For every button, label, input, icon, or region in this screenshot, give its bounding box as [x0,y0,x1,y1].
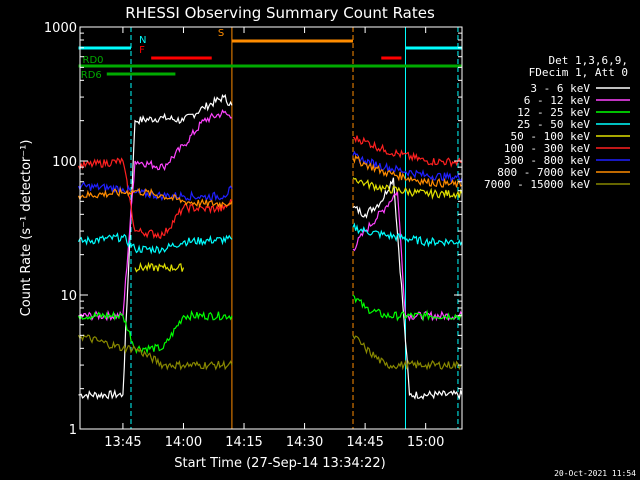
chart-title: RHESSI Observing Summary Count Rates [125,4,435,22]
legend-label-25-50-kev: 25 - 50 keV [517,118,590,131]
series-line-800-7000-kev-1 [77,186,233,209]
x-tick-label-14-00: 14:00 [165,435,202,450]
x-tick-label-13-45: 13:45 [104,435,141,450]
series-line-800-7000-kev-2 [352,154,463,188]
legend-label-7000-15000-kev: 7000 - 15000 keV [484,178,590,191]
series-line-25-50-kev-2 [352,222,463,248]
flag-label-n: N [139,35,146,46]
y-tick-label-1000: 1000 [44,21,77,36]
y-axis-label: Count Rate (s⁻¹ detector⁻¹) [19,140,34,317]
y-axis: 1 10 100 1000 [44,21,462,438]
series-line-50-100-kev-2 [352,177,463,200]
series-line-100-300-kev-2 [352,135,463,168]
x-tick-label-14-30: 14:30 [286,435,323,450]
legend-label-3-6-kev: 3 - 6 keV [530,82,590,95]
legend-label-12-25-kev: 12 - 25 keV [517,106,590,119]
footer-timestamp: 20-Oct-2021 11:54 [554,469,636,478]
y-tick-label-10: 10 [60,289,77,304]
series-line-7000-15000-kev-2 [352,335,463,371]
series-line-25-50-kev-1 [77,232,233,255]
flag-label-rd0: RD0 [83,55,104,66]
legend-label-50-100-kev: 50 - 100 keV [511,130,591,143]
y-tick-label-1: 1 [69,423,77,438]
x-tick-label-14-45: 14:45 [346,435,383,450]
series-line-50-100-kev-1 [134,261,185,273]
legend-label-800-7000-kev: 800 - 7000 keV [497,166,590,179]
x-tick-label-14-15: 14:15 [225,435,262,450]
legend-header-1: Det 1,3,6,9, [549,54,628,67]
series-line-300-800-kev-2 [352,150,463,184]
flag-label-rd6: RD6 [81,70,102,81]
x-axis-label: Start Time (27-Sep-14 13:34:22) [174,456,385,471]
series-line-12-25-kev-1 [77,309,233,355]
x-axis: 13:45 14:00 14:15 14:30 14:45 15:00 [104,27,444,450]
legend-label-100-300-kev: 100 - 300 keV [504,142,590,155]
legend-label-300-800-kev: 300 - 800 keV [504,154,590,167]
y-tick-label-100: 100 [52,155,77,170]
series-line-3-6-kev-1 [78,93,233,401]
flag-label-f: F [139,45,145,56]
legend-label-6-12-kev: 6 - 12 keV [524,94,591,107]
series-line-12-25-kev-2 [352,294,463,322]
x-tick-label-15-00: 15:00 [407,435,444,450]
legend-header-2: FDecim 1, Att 0 [529,66,628,79]
plot-frame [79,26,463,430]
series-line-7000-15000-kev-1 [77,334,233,371]
plot-area: NF S RD0 RD6 [77,27,463,429]
series-line-100-300-kev-1 [77,157,233,240]
flag-label-s: S [218,28,224,39]
